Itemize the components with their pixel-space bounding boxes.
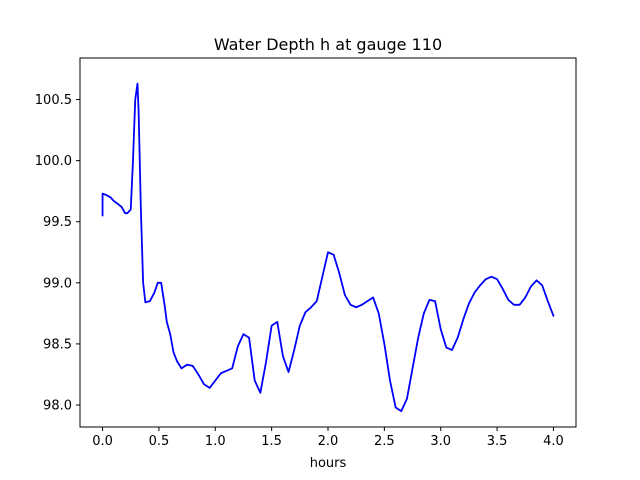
- y-tick-label: 100.0: [35, 154, 72, 169]
- y-tick-label: 100.5: [35, 93, 72, 108]
- x-tick-label: 3.0: [430, 434, 451, 449]
- y-tick-label: 99.5: [43, 215, 72, 230]
- x-tick-label: 0.0: [92, 434, 113, 449]
- chart-title: Water Depth h at gauge 110: [214, 35, 442, 54]
- x-tick-label: 4.0: [543, 434, 564, 449]
- y-tick-label: 98.5: [43, 337, 72, 352]
- x-axis-label: hours: [310, 456, 347, 471]
- x-tick-label: 2.0: [318, 434, 339, 449]
- y-tick-label: 98.0: [43, 399, 72, 414]
- x-tick-label: 2.5: [374, 434, 395, 449]
- x-tick-label: 1.0: [205, 434, 226, 449]
- series-line-0: [101, 82, 555, 413]
- plot-area: 0.0 0.5 1.0 1.5 2.0 2.5 3.0 3.5 4.0 98.0 98.5 99.0 9…: [35, 57, 577, 449]
- x-tick-label: 1.5: [261, 434, 282, 449]
- y-tick-label: 99.0: [43, 276, 72, 291]
- x-tick-label: 3.5: [487, 434, 508, 449]
- x-tick-label: 0.5: [149, 434, 170, 449]
